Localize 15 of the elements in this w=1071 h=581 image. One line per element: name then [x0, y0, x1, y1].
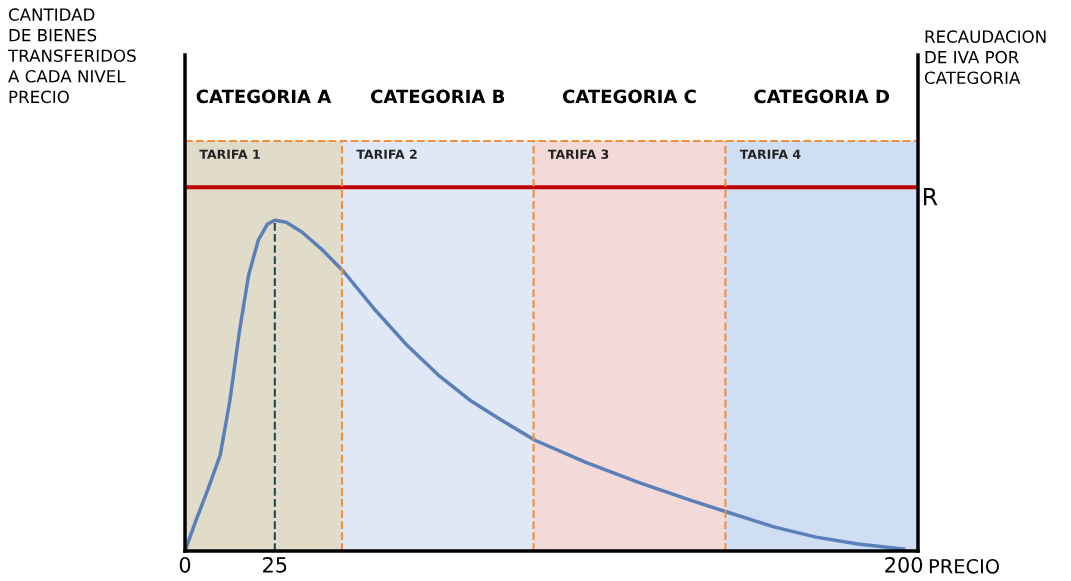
text: RECAUDACION DE IVA POR CATEGORIA [924, 30, 1046, 85]
x-tick-label: 200 [885, 556, 923, 573]
ref-line-label: R [923, 187, 938, 206]
band-label: TARIFA 3 [547, 149, 609, 159]
band-label: TARIFA 2 [356, 149, 417, 159]
text: CATEGORIA A [196, 89, 332, 104]
x-tick-label: 0 [179, 556, 191, 573]
band-label: TARIFA 4 [739, 149, 801, 159]
text: CATEGORIA C [562, 89, 696, 104]
text: CATEGORIA B [371, 89, 505, 104]
text: CATEGORIA D [754, 89, 890, 104]
band-label: TARIFA 1 [199, 149, 260, 159]
x-axis-title: PRECIO [929, 558, 1000, 574]
x-tick-label: 25 [263, 556, 287, 573]
text: CANTIDAD DE BIENES TRANSFERIDOS A CADA NIVEL PRECIO [7, 8, 136, 104]
